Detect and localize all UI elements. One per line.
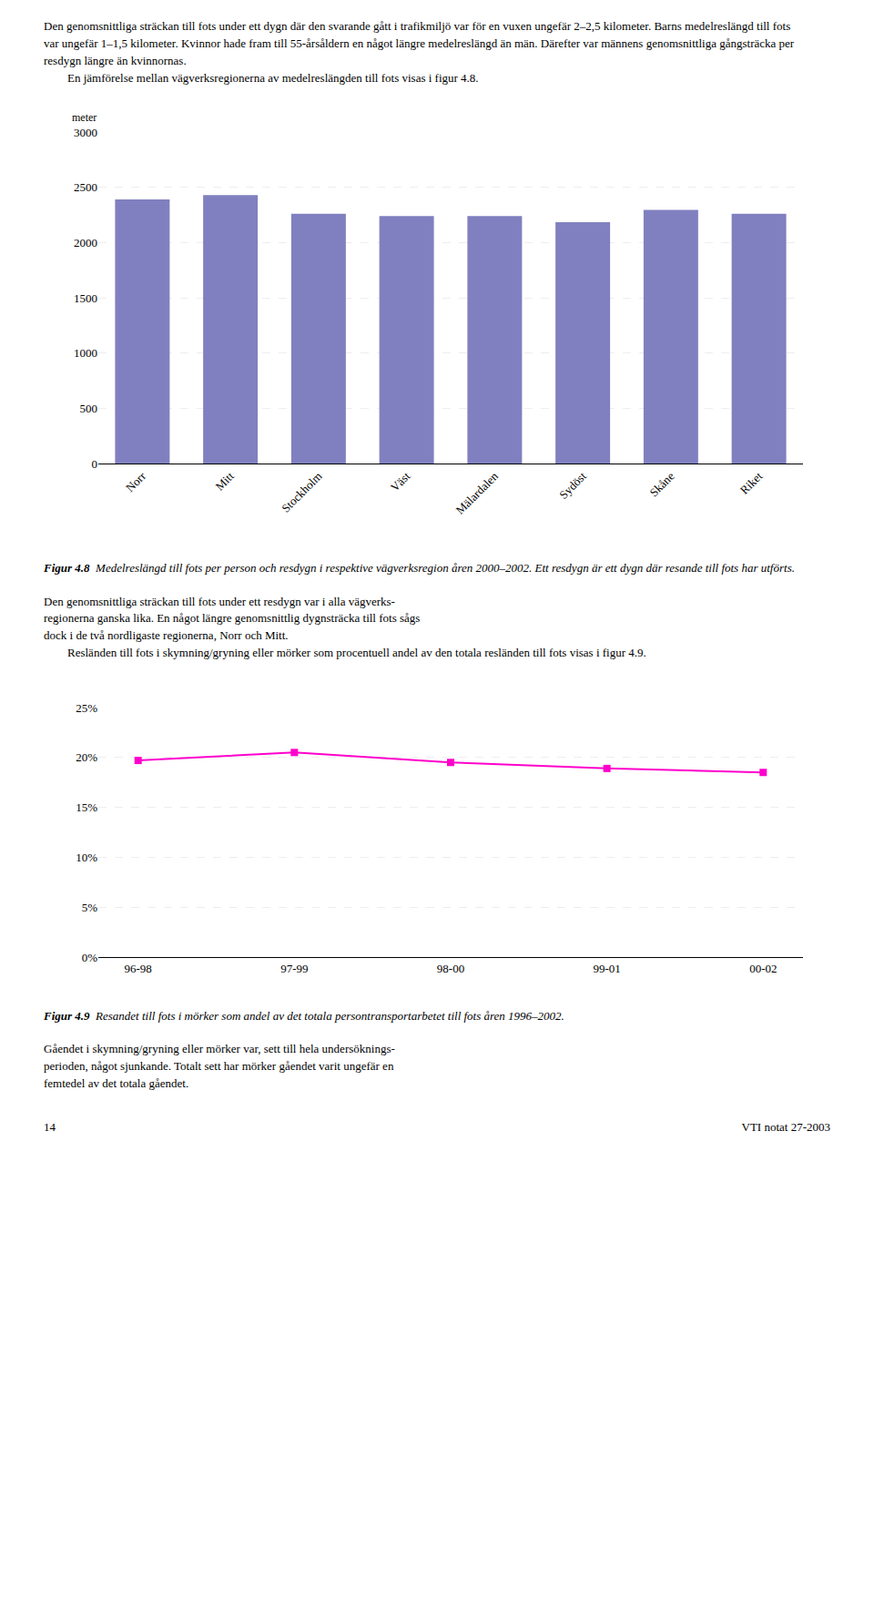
html-text:Figur 4.8 Medelreslängd till f: Figur 4.8 Medelreslängd till fots per pe… bbox=[43, 561, 795, 575]
html-text:perioden, något sjunkande. Tot: perioden, något sjunkande. Totalt sett h… bbox=[43, 1058, 394, 1073]
svg-text:20%: 20% bbox=[75, 750, 98, 764]
svg-text:Stockholm: Stockholm bbox=[278, 469, 325, 516]
html-text:Resländen till fots i skymning: Resländen till fots i skymning/gryning e… bbox=[67, 645, 647, 660]
svg-text:2500: 2500 bbox=[73, 181, 98, 195]
svg-text:500: 500 bbox=[80, 401, 99, 416]
svg-text:1500: 1500 bbox=[73, 291, 98, 305]
svg-text:Riket: Riket bbox=[737, 468, 766, 498]
svg-text:0%: 0% bbox=[81, 949, 99, 964]
svg-text:10%: 10% bbox=[75, 850, 98, 864]
svg-text:Skåne: Skåne bbox=[647, 468, 678, 499]
svg-text:15%: 15% bbox=[75, 800, 98, 814]
html-text:dock i de två nordligaste regi: dock i de två nordligaste regionerna, No… bbox=[43, 628, 289, 643]
svg-text:Norr: Norr bbox=[122, 468, 149, 495]
html-text:Figur 4.9 Resandet till fots i: Figur 4.9 Resandet till fots i mörker so… bbox=[43, 1008, 565, 1023]
svg-text:Väst: Väst bbox=[387, 468, 414, 495]
svg-text:1000: 1000 bbox=[73, 346, 98, 361]
svg-text:Sydöst: Sydöst bbox=[556, 468, 590, 502]
html-text:femtedel av det totala gåendet: femtedel av det totala gåendet. bbox=[43, 1075, 189, 1090]
html-text:Den genomsnittliga sträckan ti: Den genomsnittliga sträckan till fots un… bbox=[43, 594, 396, 608]
html-text:Den genomsnittliga sträckan ti: Den genomsnittliga sträckan till fots un… bbox=[43, 19, 791, 33]
svg-text:25%: 25% bbox=[75, 700, 98, 714]
html-text:14: 14 bbox=[43, 1119, 56, 1134]
svg-text:meter: meter bbox=[71, 111, 97, 124]
html-text:En jämförelse mellan vägverksr: En jämförelse mellan vägverksregionerna … bbox=[67, 70, 479, 85]
svg-text:Mitt: Mitt bbox=[212, 468, 237, 494]
svg-text:Mälardalen: Mälardalen bbox=[453, 468, 502, 518]
svg-text:97-99: 97-99 bbox=[280, 961, 308, 976]
svg-text:98-00: 98-00 bbox=[437, 961, 465, 976]
html-text:Gåendet i skymning/gryning ell: Gåendet i skymning/gryning eller mörker … bbox=[43, 1041, 395, 1056]
svg-text:5%: 5% bbox=[81, 900, 99, 915]
html-text:var ungefär 1–1,5 kilometer. K: var ungefär 1–1,5 kilometer. Kvinnor had… bbox=[43, 36, 794, 50]
html-text:resdygn längre än kvinnornas.: resdygn längre än kvinnornas. bbox=[43, 53, 187, 68]
svg-text:96-98: 96-98 bbox=[124, 961, 153, 976]
svg-text:0: 0 bbox=[91, 457, 99, 471]
svg-text:3000: 3000 bbox=[73, 125, 98, 140]
svg-text:00-02: 00-02 bbox=[749, 961, 777, 976]
html-text:regionerna ganska lika. En någ: regionerna ganska lika. En något längre … bbox=[43, 611, 421, 625]
html-text:VTI notat 27-2003: VTI notat 27-2003 bbox=[741, 1119, 831, 1134]
svg-text:2000: 2000 bbox=[73, 235, 98, 250]
svg-text:99-01: 99-01 bbox=[592, 961, 620, 976]
